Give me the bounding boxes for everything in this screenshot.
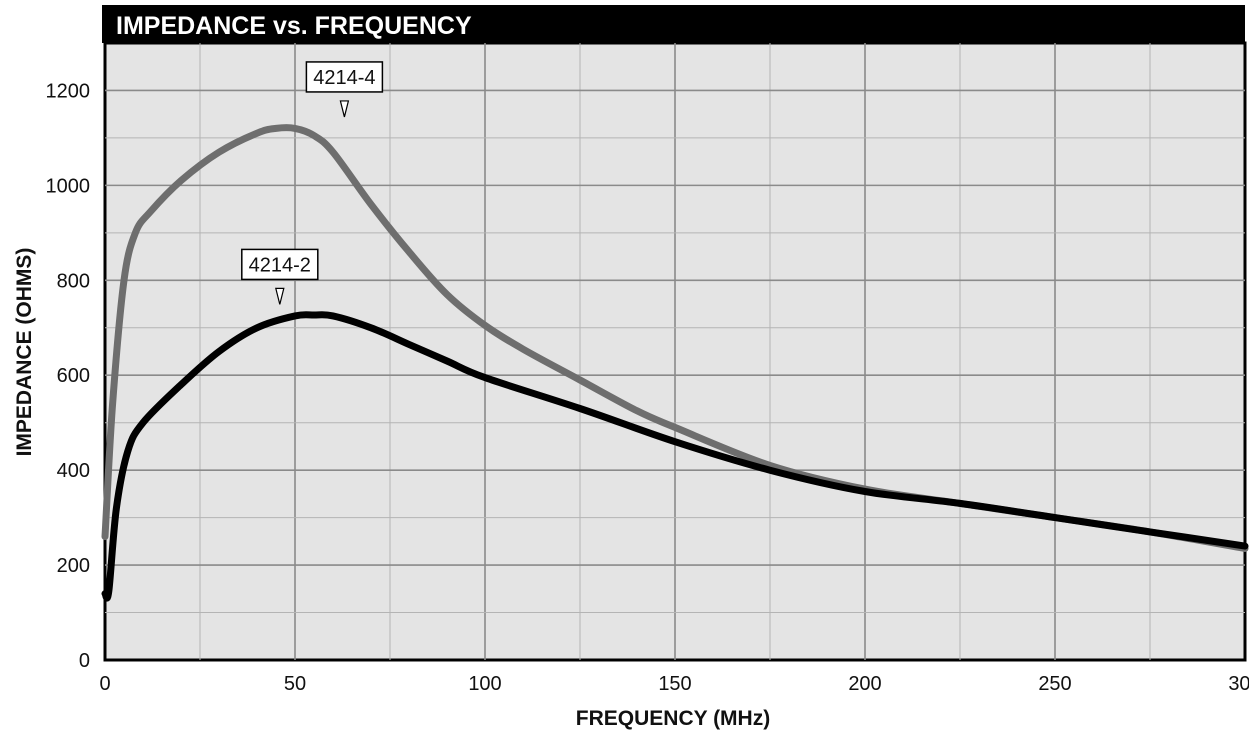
axis-ticks: 0 50 100 150 200 250 300 0 200 400 600 800 1000 1200 [46, 80, 1249, 695]
x-tick-label: 0 [99, 673, 110, 695]
title-bar [102, 5, 1245, 43]
series-line-4214-2 [101, 311, 1249, 602]
x-tick-label: 50 [284, 673, 306, 695]
y-tick-label: 0 [79, 650, 90, 672]
callout-4214-2: 4214-2 [241, 248, 319, 305]
callout-label: 4214-2 [249, 254, 311, 276]
y-tick-label: 1200 [46, 80, 91, 102]
x-tick-label: 300 [1228, 673, 1249, 695]
callout-4214-4: 4214-4 [305, 61, 384, 118]
x-tick-label: 150 [658, 673, 691, 695]
grid [105, 43, 1245, 660]
y-tick-label: 400 [57, 460, 90, 482]
callout-pointer [339, 100, 350, 118]
y-tick-label: 200 [57, 555, 90, 577]
callout-pointer [275, 287, 285, 305]
series-lines [101, 124, 1249, 602]
y-tick-label: 1000 [46, 175, 91, 197]
y-tick-label: 600 [57, 365, 90, 387]
y-axis-title: IMPEDANCE (OHMS) [13, 248, 36, 457]
callout-box [305, 61, 384, 93]
x-axis-title: FREQUENCY (MHz) [576, 707, 770, 730]
callout-label: 4214-4 [313, 67, 375, 89]
x-tick-label: 100 [468, 673, 501, 695]
callout-box [241, 248, 319, 281]
series-callouts: 4214-4 4214-2 [241, 61, 384, 305]
chart-title: IMPEDANCE vs. FREQUENCY [116, 12, 472, 40]
y-tick-label: 800 [57, 270, 90, 292]
x-tick-label: 250 [1038, 673, 1071, 695]
x-tick-label: 200 [848, 673, 881, 695]
